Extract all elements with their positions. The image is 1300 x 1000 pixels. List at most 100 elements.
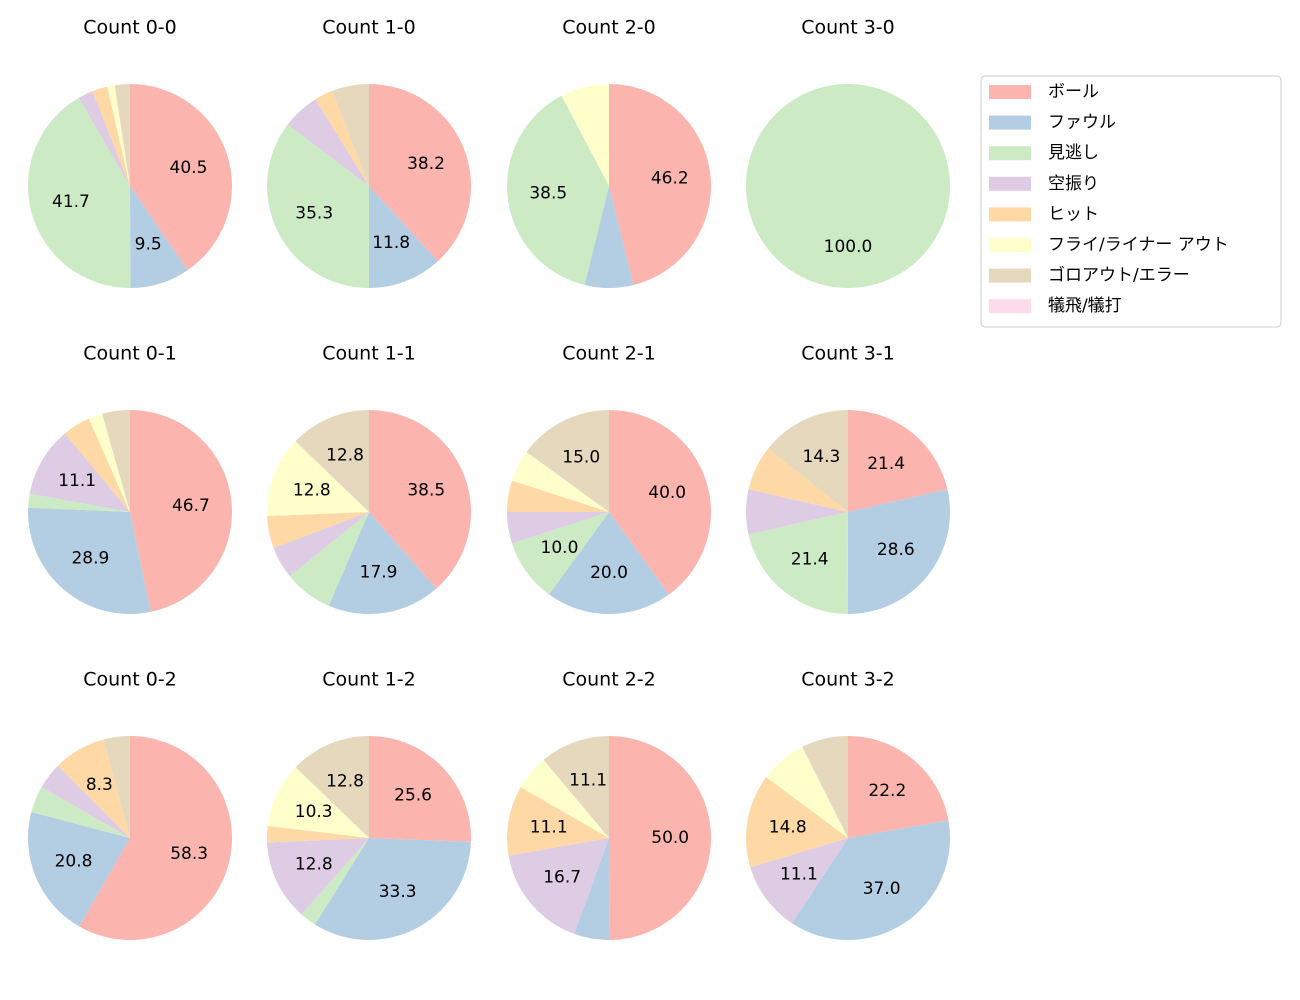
pie-slice: [267, 838, 369, 915]
pie-slice: [507, 480, 609, 512]
data-label: 15.0: [562, 447, 600, 467]
legend-label: ボール: [1048, 82, 1099, 102]
pie-slice: [746, 777, 848, 868]
data-label: 11.1: [58, 471, 96, 491]
legend-box: [980, 75, 1282, 328]
pie-slice: [369, 410, 472, 589]
data-label: 12.8: [293, 480, 331, 500]
chart-title: Count 2-1: [562, 343, 656, 365]
chart-title: Count 0-2: [83, 669, 177, 691]
chart-title: Count 1-2: [322, 669, 416, 691]
data-label: 28.6: [877, 540, 915, 560]
chart-title: Count 1-1: [322, 343, 416, 365]
pie-slice: [88, 413, 130, 512]
pie-slice: [28, 812, 131, 927]
pie-slice: [332, 84, 369, 186]
pie-slice: [847, 489, 951, 614]
data-label: 11.1: [569, 770, 607, 790]
pie-slice: [574, 838, 610, 940]
data-label: 58.3: [170, 844, 208, 864]
pie-slice: [508, 838, 609, 934]
data-label: 46.2: [651, 169, 689, 189]
legend-label: ヒット: [1048, 204, 1099, 224]
pie-slice: [511, 512, 609, 595]
pie-slice: [287, 99, 369, 186]
data-label: 20.0: [590, 563, 628, 583]
data-label: 11.8: [372, 233, 410, 253]
pie-slice: [295, 410, 369, 512]
data-label: 41.7: [52, 192, 90, 212]
pie-slice: [315, 90, 369, 186]
data-label: 37.0: [863, 879, 901, 899]
pie-slice: [748, 512, 848, 614]
data-label: 21.4: [867, 454, 905, 474]
data-label: 11.1: [780, 865, 818, 885]
pie-slice: [27, 97, 131, 288]
legend-swatch: [989, 207, 1031, 222]
data-label: 10.3: [295, 802, 333, 822]
data-label: 38.2: [407, 154, 445, 174]
chart-title: Count 3-1: [801, 343, 895, 365]
data-label: 35.3: [295, 203, 333, 223]
pie-slice: [848, 736, 949, 838]
legend-swatch: [989, 299, 1031, 314]
pie-slice: [103, 736, 130, 838]
pie-slice: [267, 124, 369, 288]
data-label: 12.8: [326, 446, 364, 466]
pie-slice: [301, 838, 369, 925]
pie-slice: [130, 84, 233, 271]
data-label: 17.9: [360, 562, 398, 582]
pie-slice: [369, 84, 472, 262]
data-label: 40.5: [170, 158, 208, 178]
chart-title: Count 0-1: [83, 343, 177, 365]
legend-label: 空振り: [1048, 174, 1099, 194]
pie-slice: [267, 767, 369, 838]
pie-slice: [584, 186, 634, 289]
pie-slice: [267, 441, 369, 517]
data-label: 40.0: [648, 483, 686, 503]
pie-slice: [369, 736, 471, 842]
pie-slice: [28, 493, 131, 512]
pie-slice: [102, 410, 130, 512]
legend-swatch: [989, 268, 1031, 283]
data-label: 38.5: [529, 183, 567, 203]
pie-slice: [130, 186, 188, 288]
data-label: 33.3: [379, 882, 417, 902]
chart-title: Count 2-2: [562, 669, 656, 691]
pie-slice: [31, 787, 131, 838]
pie-slice: [543, 736, 609, 838]
data-label: 10.0: [541, 538, 579, 558]
data-label: 14.8: [769, 817, 807, 837]
pie-slice: [114, 84, 130, 186]
data-label: 11.1: [530, 817, 568, 837]
data-label: 38.5: [407, 480, 445, 500]
pie-slice: [369, 186, 438, 288]
data-label: 20.8: [55, 852, 93, 872]
legend-swatch: [989, 176, 1031, 191]
pie-slice: [609, 736, 712, 940]
pie-slice: [507, 787, 609, 856]
chart-title: Count 3-0: [801, 17, 895, 39]
data-label: 9.5: [135, 234, 162, 254]
pie-slice: [768, 410, 848, 512]
data-label: 16.7: [543, 867, 581, 887]
legend-label: フライ/ライナー アウト: [1048, 235, 1229, 255]
legend-swatch: [989, 85, 1031, 99]
pie-slice: [64, 418, 130, 512]
data-label: 28.9: [71, 549, 109, 569]
pie-slice: [520, 759, 609, 838]
pie-slice: [507, 95, 609, 286]
chart-title: Count 1-0: [322, 17, 416, 39]
data-label: 12.8: [326, 772, 364, 792]
pie-slice: [746, 489, 848, 535]
chart-title: Count 0-0: [83, 17, 177, 39]
legend-label: 見逃し: [1048, 143, 1099, 163]
legend-swatch: [989, 146, 1031, 161]
data-label: 25.6: [394, 786, 432, 806]
pie-slice: [848, 410, 948, 512]
legend-swatch: [989, 115, 1031, 130]
pie-slice: [267, 825, 369, 843]
pie-slice: [267, 512, 369, 548]
pie-slice: [29, 433, 130, 512]
data-label: 22.2: [868, 781, 906, 801]
